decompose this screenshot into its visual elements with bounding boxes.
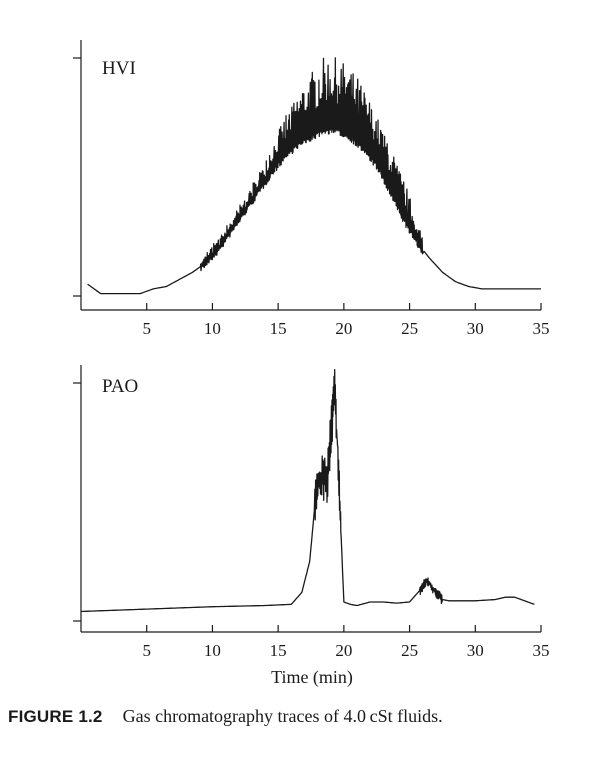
hvi-x-tick-label: 15 bbox=[270, 319, 287, 338]
pao-x-tick-label: 10 bbox=[204, 641, 221, 660]
panel-label-pao: PAO bbox=[102, 376, 138, 397]
pao-x-tick-label: 5 bbox=[142, 641, 151, 660]
pao-x-tick-label: 30 bbox=[467, 641, 484, 660]
hvi-x-tick-label: 35 bbox=[533, 319, 550, 338]
pao-x-tick-label: 15 bbox=[270, 641, 287, 660]
hvi-x-tick-label: 5 bbox=[142, 319, 151, 338]
hvi-panel: HVI 5 10 15 20 25 30 35 bbox=[73, 40, 550, 338]
x-axis-title-pao: Time (min) bbox=[271, 667, 353, 688]
panel-label-hvi: HVI bbox=[102, 58, 136, 79]
hvi-x-tick-label: 30 bbox=[467, 319, 484, 338]
hvi-x-tick-label: 10 bbox=[204, 319, 221, 338]
hvi-x-tick-label: 25 bbox=[401, 319, 418, 338]
hvi-x-tick-label: 20 bbox=[335, 319, 352, 338]
caption-text: Gas chromatography traces of 4.0 cSt flu… bbox=[122, 706, 443, 726]
pao-x-tick-label: 25 bbox=[401, 641, 418, 660]
pao-x-tick-label: 35 bbox=[533, 641, 550, 660]
pao-x-tick-label: 20 bbox=[335, 641, 352, 660]
caption-label: FIGURE 1.2 bbox=[8, 707, 103, 726]
figure-caption: FIGURE 1.2 Gas chromatography traces of 4… bbox=[8, 706, 598, 727]
pao-panel: PAO Time (min) 5 10 15 20 25 30 35 bbox=[73, 365, 550, 688]
hvi-trace bbox=[87, 57, 541, 295]
pao-trace bbox=[81, 369, 535, 613]
